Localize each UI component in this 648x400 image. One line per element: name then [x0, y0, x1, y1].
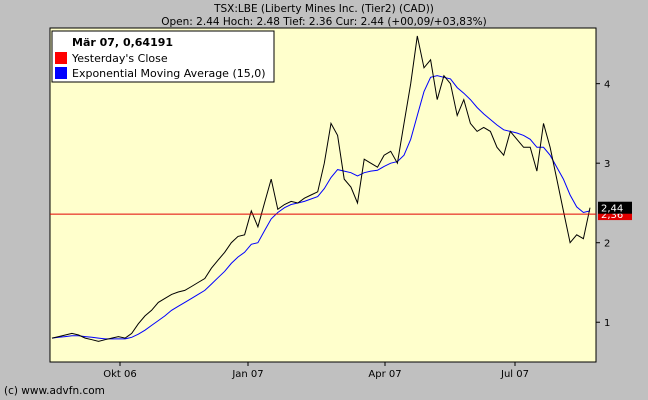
x-tick-label: Okt 06 — [103, 369, 137, 380]
price-tag-label: 2,44 — [601, 204, 623, 215]
x-tick-label: Jan 07 — [231, 369, 263, 380]
legend-swatch — [55, 67, 67, 79]
x-tick-label: Apr 07 — [368, 369, 401, 380]
y-tick-label: 2 — [604, 239, 610, 250]
legend-header: Mär 07, 0,64191 — [72, 36, 173, 49]
ema-series-line — [51, 75, 591, 340]
legend-entry-label: Exponential Moving Average (15,0) — [72, 67, 266, 80]
legend-swatch — [55, 52, 67, 64]
y-tick-label: 4 — [604, 80, 610, 91]
chart-title: TSX:LBE (Liberty Mines Inc. (Tier2) (CAD… — [214, 3, 434, 15]
y-tick-label: 1 — [604, 318, 610, 329]
legend-entry-label: Yesterday's Close — [71, 52, 168, 65]
quote-summary: Open: 2.44 Hoch: 2.48 Tief: 2.36 Cur: 2.… — [161, 16, 487, 28]
price-tag-label: 2,36 — [601, 210, 623, 221]
copyright-text: (c) www.advfn.com — [4, 385, 105, 397]
legend: Mär 07, 0,64191 Yesterday's Close Exponent… — [51, 30, 275, 83]
price-series-line — [51, 35, 591, 342]
price-tag-box — [598, 201, 632, 214]
x-tick-label: Jul 07 — [500, 369, 529, 380]
legend-box — [51, 30, 275, 83]
y-tick-label: 3 — [604, 159, 610, 170]
current-price-tag: 2,44 — [598, 201, 632, 215]
plot-area — [49, 27, 597, 363]
